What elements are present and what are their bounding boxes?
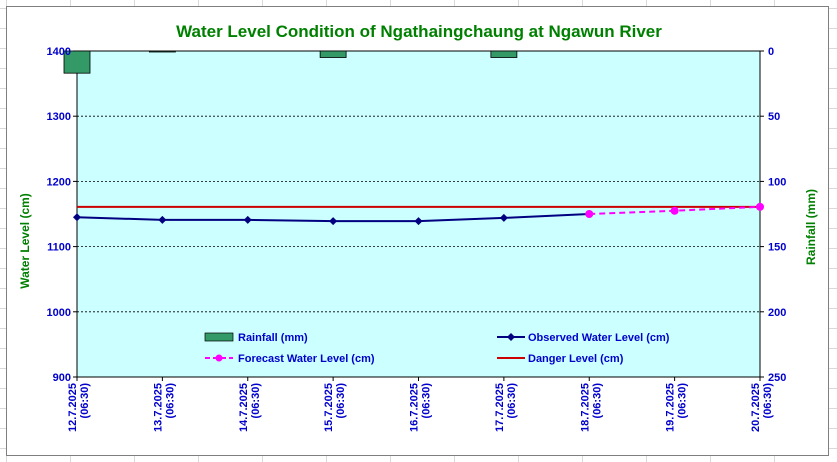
water-level-chart: Water Level Condition of Ngathaingchaung… <box>18 22 818 432</box>
y2-tick-label: 50 <box>768 111 780 123</box>
y-tick-label: 1400 <box>47 46 71 58</box>
y2-axis-title: Rainfall (mm) <box>804 189 818 265</box>
chart-title: Water Level Condition of Ngathaingchaung… <box>176 22 662 41</box>
legend-rainfall-swatch <box>204 332 234 342</box>
forecast-point <box>756 202 764 211</box>
observed-point <box>73 213 81 222</box>
x-tick-time: (06:30) <box>250 383 262 419</box>
y2-tick-label: 100 <box>768 176 786 188</box>
plot-area <box>76 50 761 378</box>
y2-tick-label: 250 <box>768 372 786 384</box>
y-tick-label: 1200 <box>47 176 71 188</box>
x-tick-time: (06:30) <box>79 383 91 419</box>
x-tick-date: 18.7.2025 <box>579 383 591 432</box>
rainfall-bar <box>63 50 91 74</box>
x-tick-time: (06:30) <box>506 383 518 419</box>
legend: Rainfall (mm) Observed Water Level (cm) … <box>204 332 670 365</box>
x-tick-label: 14.7.2025(06:30) <box>238 383 262 432</box>
x-tick-label: 17.7.2025(06:30) <box>494 383 518 432</box>
x-tick-date: 14.7.2025 <box>238 383 250 432</box>
x-tick-date: 13.7.2025 <box>152 383 164 432</box>
legend-rainfall-label: Rainfall (mm) <box>238 332 308 344</box>
y-tick-label: 1100 <box>47 242 71 254</box>
x-tick-label: 12.7.2025(06:30) <box>67 383 91 432</box>
y-tick-label: 1300 <box>47 111 71 123</box>
x-tick-date: 16.7.2025 <box>409 383 421 432</box>
x-tick-label: 19.7.2025(06:30) <box>665 383 689 432</box>
x-tick-date: 17.7.2025 <box>494 383 506 432</box>
observed-point <box>499 213 508 222</box>
observed-point <box>414 217 423 226</box>
y2-tick-label: 150 <box>768 242 786 254</box>
y2-tick-label: 0 <box>768 46 774 58</box>
y-tick-label: 1000 <box>47 307 71 319</box>
forecast-point <box>585 210 594 218</box>
x-tick-time: (06:30) <box>591 383 603 419</box>
x-tick-time: (06:30) <box>164 383 176 419</box>
rainfall-bar <box>319 50 347 58</box>
legend-observed-marker <box>507 333 515 341</box>
observed-point <box>243 215 252 224</box>
x-tick-date: 12.7.2025 <box>67 383 79 432</box>
x-tick-date: 19.7.2025 <box>665 383 677 432</box>
x-tick-time: (06:30) <box>335 383 347 419</box>
legend-observed-label: Observed Water Level (cm) <box>528 332 670 344</box>
y-tick-label: 900 <box>53 372 71 384</box>
x-tick-date: 20.7.2025 <box>750 383 762 432</box>
x-tick-label: 15.7.2025(06:30) <box>323 383 347 432</box>
forecast-point <box>670 206 679 215</box>
x-tick-label: 20.7.2025(06:30) <box>750 383 774 432</box>
observed-point <box>329 217 338 226</box>
chart-frame[interactable]: Water Level Condition of Ngathaingchaung… <box>6 6 829 456</box>
x-tick-date: 15.7.2025 <box>323 383 335 432</box>
legend-forecast-marker <box>215 354 223 362</box>
x-tick-label: 13.7.2025(06:30) <box>152 383 176 432</box>
y-axis-title: Water Level (cm) <box>18 193 32 289</box>
x-tick-time: (06:30) <box>677 383 689 419</box>
legend-danger-label: Danger Level (cm) <box>528 353 624 365</box>
x-tick-label: 18.7.2025(06:30) <box>579 383 603 432</box>
legend-forecast-label: Forecast Water Level (cm) <box>238 353 375 365</box>
x-tick-time: (06:30) <box>421 383 433 419</box>
x-tick-time: (06:30) <box>762 383 774 419</box>
observed-point <box>158 215 167 224</box>
x-tick-label: 16.7.2025(06:30) <box>409 383 433 432</box>
y2-tick-label: 200 <box>768 307 786 319</box>
rainfall-bar <box>490 50 518 58</box>
rainfall-bar <box>148 50 176 53</box>
